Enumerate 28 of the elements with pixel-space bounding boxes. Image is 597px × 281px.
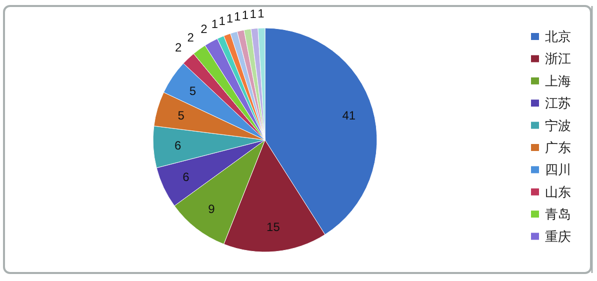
data-label: 9	[208, 202, 216, 216]
data-label: 5	[189, 84, 196, 98]
data-label: 2	[200, 22, 208, 36]
legend-label: 宁波	[545, 118, 571, 133]
data-label: 2	[187, 30, 194, 45]
data-label: 1	[242, 8, 249, 22]
pie: 41 15 9 6 6 5 5 2 2 2 1111111	[152, 6, 378, 252]
legend-label: 北京	[545, 29, 571, 44]
data-label: 1	[258, 6, 265, 20]
legend-label: 广东	[545, 140, 571, 155]
data-label: 6	[174, 138, 182, 152]
legend-label: 重庆	[545, 228, 571, 244]
legend-label: 四川	[545, 162, 571, 178]
data-label: 1	[234, 9, 242, 24]
data-label: 15	[266, 220, 280, 234]
legend-label: 上海	[545, 73, 571, 88]
data-label: 1	[226, 11, 234, 26]
legend-label: 江苏	[545, 96, 571, 111]
legend-label: 青岛	[545, 206, 571, 222]
data-label: 5	[178, 108, 185, 123]
legend-label: 浙江	[545, 51, 571, 66]
data-label: 2	[175, 40, 182, 55]
data-label: 1	[250, 7, 257, 21]
legend-label: 山东	[545, 184, 571, 200]
data-label: 1	[211, 16, 218, 31]
data-label: 1	[218, 14, 226, 28]
data-label: 6	[182, 170, 190, 184]
data-label: 41	[342, 108, 356, 123]
